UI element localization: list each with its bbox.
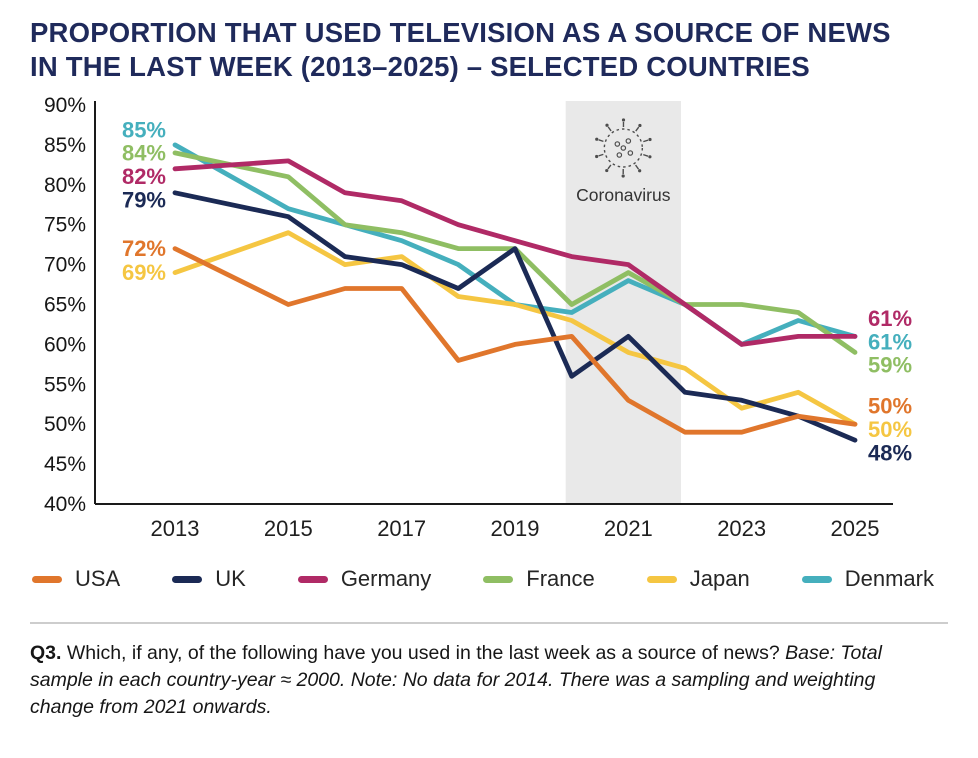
coronavirus-label: Coronavirus	[576, 185, 671, 205]
title-line-2: IN THE LAST WEEK (2013–2025) – SELECTED …	[30, 50, 810, 82]
y-tick-75: 75%	[44, 214, 86, 237]
series-start-label-germany: 82%	[122, 164, 166, 189]
y-tick-85: 85%	[44, 134, 86, 157]
chart-title: PROPORTION THAT USED TELEVISION AS A SOU…	[0, 0, 978, 83]
chart-area: Coronavirus 90% 85% 80% 75% 70% 65% 60% 55% 50% 45…	[0, 93, 978, 548]
y-tick-65: 65%	[44, 294, 86, 317]
y-tick-55: 55%	[44, 373, 86, 396]
series-end-label-france: 59%	[868, 353, 912, 378]
x-tick-2023: 2023	[717, 516, 766, 541]
virus-icon	[595, 118, 652, 178]
legend-dash-japan	[646, 575, 677, 583]
x-tick-2019: 2019	[491, 516, 540, 541]
series-line-uk	[172, 190, 858, 443]
legend-item-uk: UK	[172, 566, 246, 592]
legend-item-japan: Japan	[646, 566, 750, 592]
divider	[30, 622, 948, 625]
question-number: Q3.	[30, 642, 62, 665]
series-end-label-japan: 50%	[868, 417, 912, 442]
series-end-label-germany: 61%	[868, 306, 912, 331]
y-tick-90: 90%	[44, 94, 86, 117]
series-line-germany	[172, 158, 858, 347]
series-line-usa	[172, 246, 858, 435]
line-chart: Coronavirus 90% 85% 80% 75% 70% 65% 60% 55% 50% 45…	[44, 94, 912, 541]
series-start-label-usa: 72%	[122, 236, 166, 261]
legend-dash-denmark	[801, 575, 832, 583]
series-end-label-denmark: 61%	[868, 329, 912, 354]
series-end-label-usa: 50%	[868, 394, 912, 419]
y-tick-40: 40%	[44, 493, 86, 516]
footnote-note: Base: Total sample in each country-year …	[30, 642, 882, 718]
title-line-1: PROPORTION THAT USED TELEVISION AS A SOU…	[30, 17, 891, 48]
y-tick-80: 80%	[44, 174, 86, 197]
legend-label-usa: USA	[75, 566, 121, 592]
legend-dash-usa	[32, 575, 62, 583]
x-tick-2015: 2015	[264, 516, 313, 541]
legend-item-france: France	[483, 566, 595, 592]
y-tick-50: 50%	[44, 413, 86, 436]
legend-item-germany: Germany	[297, 566, 432, 592]
series-line-france	[172, 150, 858, 355]
legend-item-usa: USA	[32, 566, 120, 592]
series-start-label-japan: 69%	[122, 260, 166, 285]
legend-label-france: France	[526, 566, 595, 592]
series-start-label-denmark: 85%	[122, 117, 166, 142]
legend-item-denmark: Denmark	[801, 566, 934, 592]
legend-dash-france	[483, 575, 514, 583]
y-tick-45: 45%	[44, 453, 86, 476]
x-tick-2025: 2025	[831, 516, 880, 541]
legend-label-denmark: Denmark	[844, 566, 934, 592]
legend-dash-uk	[172, 575, 203, 583]
coronavirus-band	[565, 101, 681, 505]
legend-dash-germany	[297, 575, 328, 583]
footnote-text: Which, if any, of the following have you…	[61, 642, 786, 665]
series-start-label-uk: 79%	[122, 187, 166, 212]
x-tick-2021: 2021	[604, 516, 653, 541]
legend-label-uk: UK	[215, 566, 246, 592]
series-end-label-uk: 48%	[868, 440, 912, 465]
legend-label-germany: Germany	[340, 566, 432, 592]
legend-label-japan: Japan	[689, 566, 750, 592]
y-tick-70: 70%	[44, 254, 86, 277]
series-line-japan	[172, 230, 858, 427]
legend: USA UK Germany France Japan Denmark	[32, 566, 934, 592]
series-start-label-france: 84%	[122, 141, 166, 166]
y-tick-60: 60%	[44, 333, 86, 356]
footnote: Q3. Which, if any, of the following have…	[30, 640, 910, 720]
x-tick-2013: 2013	[151, 516, 200, 541]
x-tick-2017: 2017	[377, 516, 426, 541]
